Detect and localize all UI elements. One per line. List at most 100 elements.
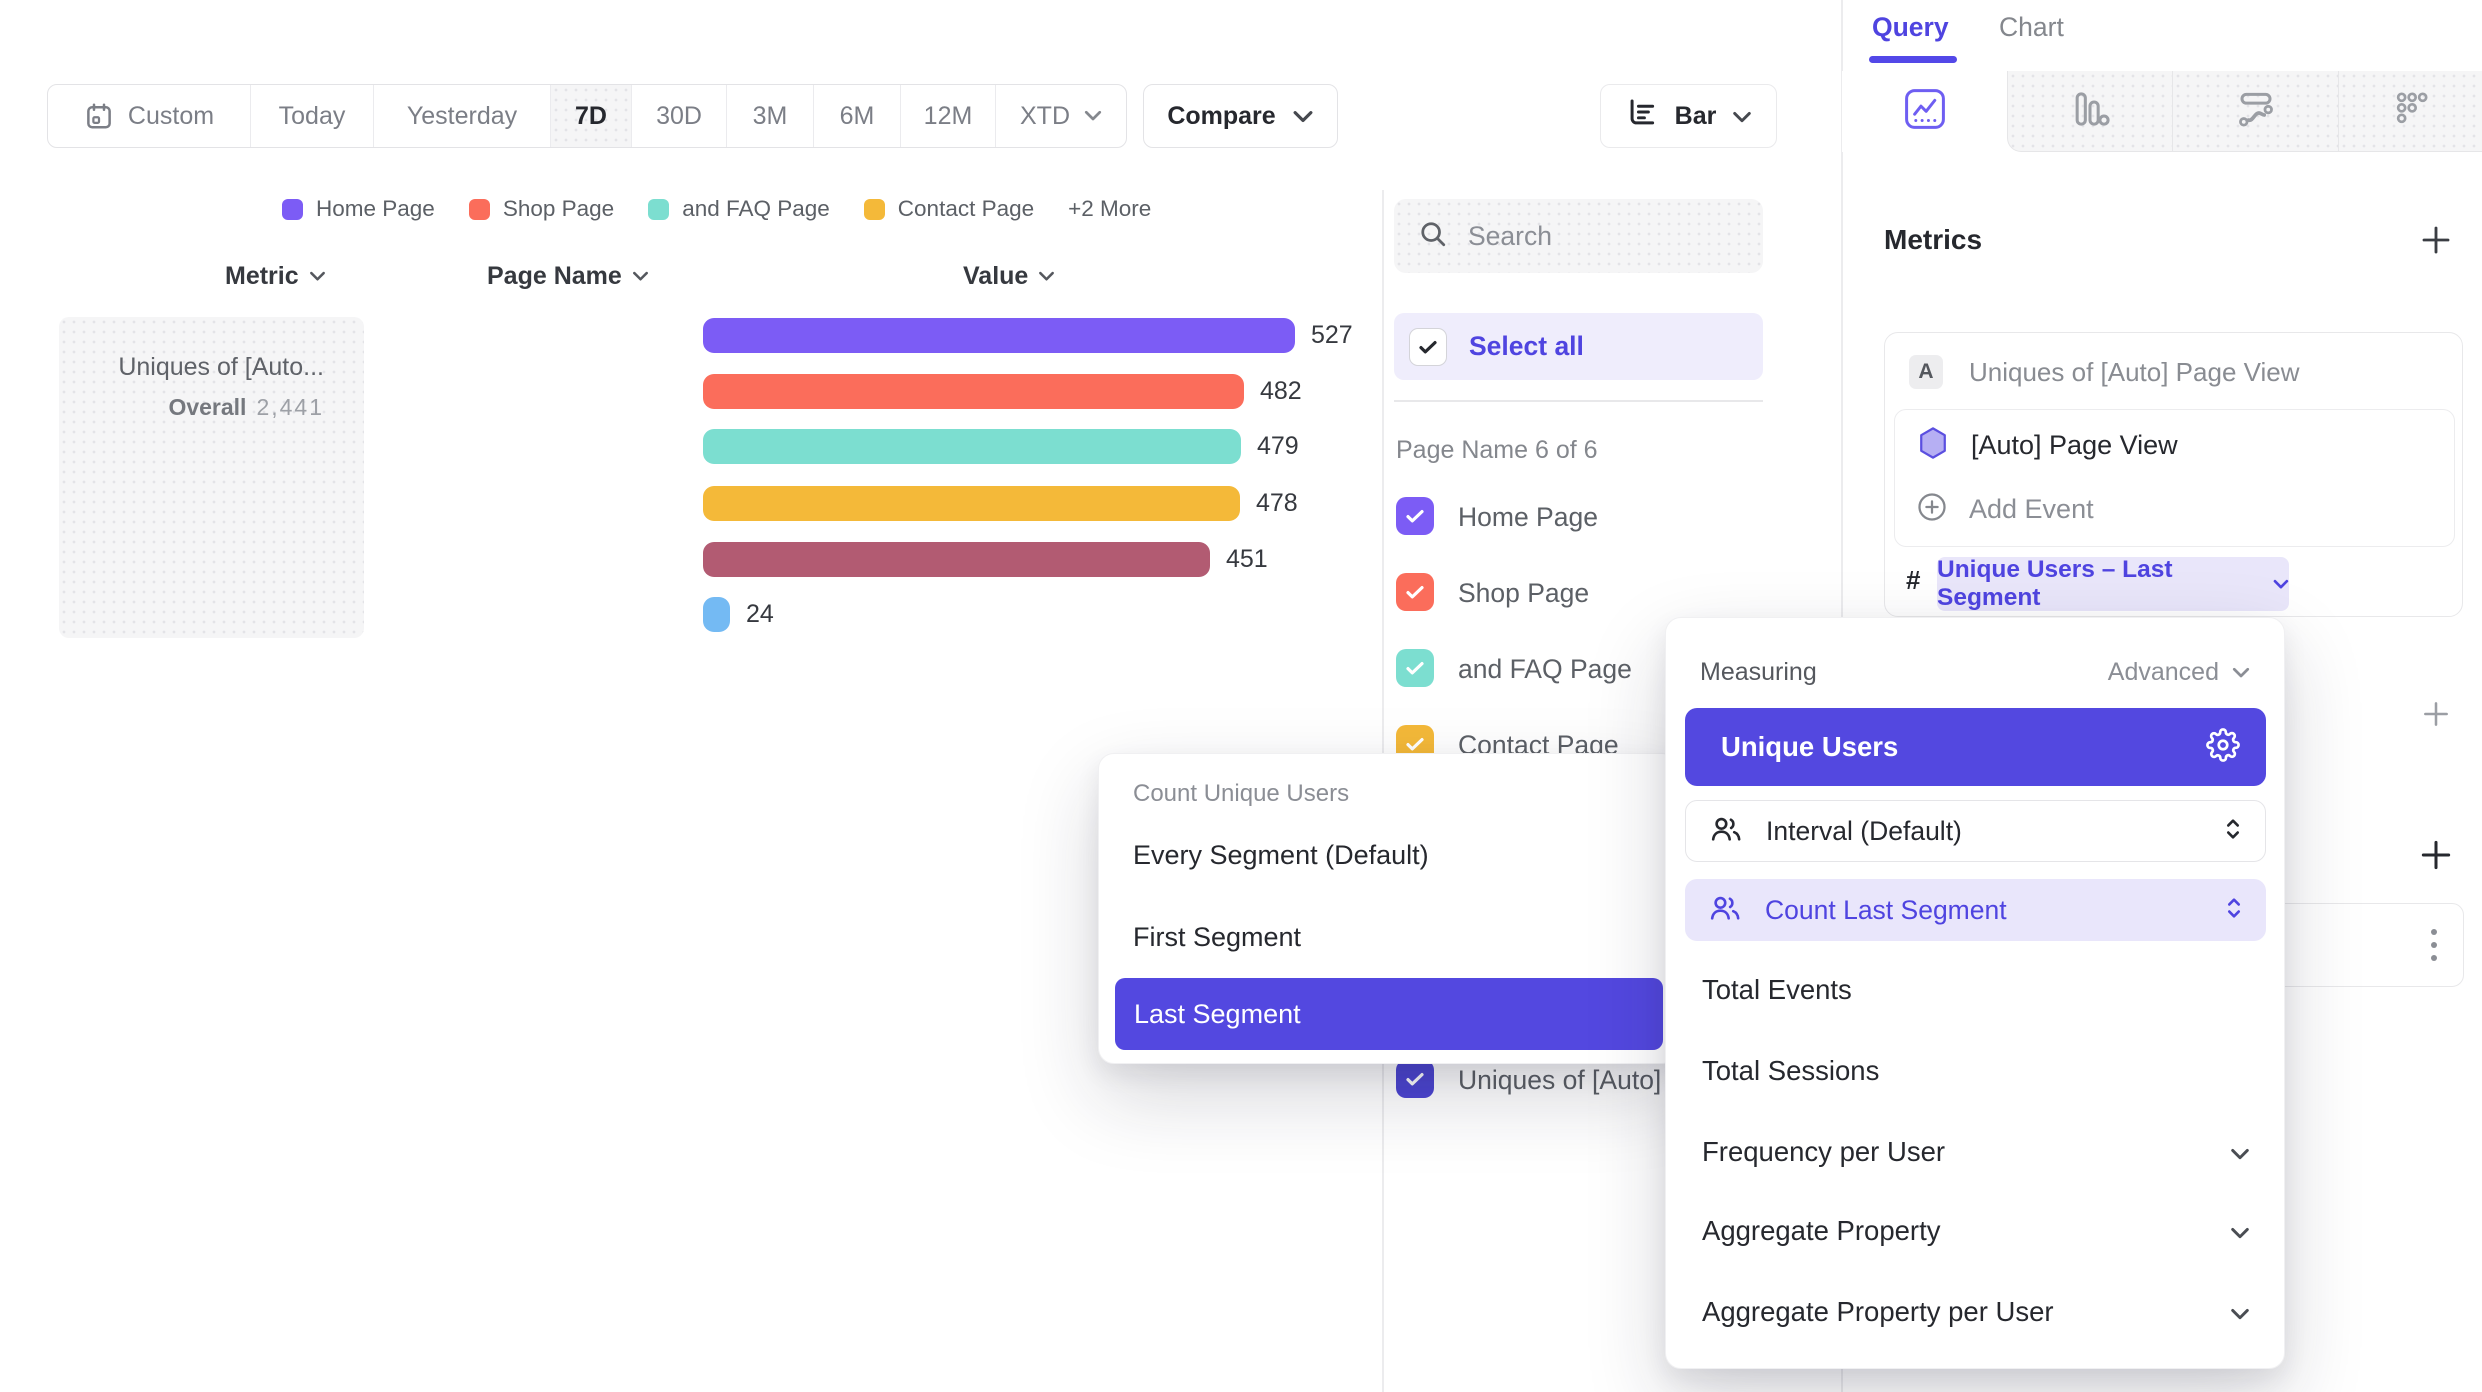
compare-label: Compare <box>1167 101 1276 130</box>
checkbox[interactable] <box>1396 573 1434 611</box>
compare-button[interactable]: Compare <box>1143 84 1338 148</box>
kebab-menu-icon[interactable] <box>2431 929 2437 961</box>
legend-more[interactable]: +2 More <box>1068 196 1152 221</box>
checkbox[interactable] <box>1396 649 1434 687</box>
count-last-segment-selector[interactable]: Count Last Segment <box>1685 879 2266 941</box>
legend-label: Home Page <box>316 196 435 221</box>
query-tab-insights[interactable] <box>1842 71 2007 152</box>
measure-pill-label: Unique Users – Last Segment <box>1937 556 2173 611</box>
tab-query[interactable]: Query <box>1872 12 1949 42</box>
event-row[interactable]: [Auto] Page View <box>1917 426 2178 465</box>
column-header-page-name[interactable]: Page Name <box>487 262 649 291</box>
column-header-label: Value <box>963 262 1029 290</box>
chevron-down-icon <box>1292 102 1314 131</box>
date-range-30d[interactable]: 30D <box>632 85 727 147</box>
row-value: 478 <box>1256 488 1298 517</box>
filter-item-shop-page[interactable]: Shop Page <box>1396 573 1589 612</box>
date-range-custom[interactable]: Custom <box>48 85 251 147</box>
measuring-item-aggregate-property[interactable]: Aggregate Property <box>1702 1209 2250 1253</box>
chevron-down-icon <box>309 271 325 281</box>
add-breakdown-button[interactable] <box>2417 836 2455 879</box>
date-range-6m[interactable]: 6M <box>814 85 901 147</box>
select-all-row[interactable]: Select all <box>1394 313 1763 380</box>
bar-3[interactable] <box>703 485 1240 521</box>
query-tab-retention[interactable] <box>2338 71 2482 152</box>
date-range-today[interactable]: Today <box>251 85 374 147</box>
add-event-row[interactable]: Add Event <box>1917 492 2094 527</box>
checkbox[interactable] <box>1396 1060 1434 1098</box>
bar-4[interactable] <box>703 541 1210 577</box>
stepper-icon <box>2224 895 2244 926</box>
date-range-control: Custom Today Yesterday 7D 30D 3M 6M 12M XTD <box>47 84 1127 148</box>
query-tab-funnels[interactable] <box>2007 71 2172 152</box>
dots-grid-icon <box>2390 88 2432 135</box>
metric-card-label: Uniques of [Auto] Page View <box>1969 356 2300 387</box>
bar-5[interactable] <box>703 596 730 632</box>
checkbox[interactable] <box>1396 497 1434 535</box>
event-card: [Auto] Page View Add Event <box>1894 409 2455 547</box>
measuring-item-frequency-per-user[interactable]: Frequency per User <box>1702 1130 2250 1174</box>
column-header-value[interactable]: Value <box>963 262 1055 291</box>
count-menu-item-first-segment[interactable]: First Segment <box>1133 922 1302 952</box>
bar-2[interactable] <box>703 428 1241 464</box>
select-all-checkbox[interactable] <box>1409 327 1447 366</box>
legend-swatch <box>863 198 885 220</box>
query-tab-flows[interactable] <box>2172 71 2338 152</box>
hexagon-event-icon <box>1917 426 1949 465</box>
legend-swatch <box>648 198 670 220</box>
active-tab-underline <box>1869 56 1957 63</box>
count-menu-item-every-segment-default-[interactable]: Every Segment (Default) <box>1133 840 1429 870</box>
date-range-12m[interactable]: 12M <box>901 85 996 147</box>
filter-item-home-page[interactable]: Home Page <box>1396 497 1598 536</box>
chart-type-button[interactable]: Bar <box>1600 84 1777 148</box>
legend-item[interactable]: Shop Page <box>468 196 614 222</box>
flows-icon <box>2235 88 2277 135</box>
legend-swatch <box>468 198 490 220</box>
add-filter-button[interactable] <box>2420 698 2452 735</box>
measure-pill[interactable]: Unique Users – Last Segment <box>1937 556 2289 611</box>
add-metric-button[interactable] <box>2418 222 2454 263</box>
tab-chart[interactable]: Chart <box>1999 12 2064 42</box>
search-input[interactable] <box>1468 220 1718 252</box>
advanced-label: Advanced <box>2107 658 2219 686</box>
bar-1[interactable] <box>703 373 1244 409</box>
measuring-item-total-events[interactable]: Total Events <box>1702 968 2250 1012</box>
date-range-7d[interactable]: 7D <box>551 85 632 147</box>
filter-item-label: Shop Page <box>1458 578 1590 608</box>
measuring-item-label: Aggregate Property per User <box>1702 1296 2054 1327</box>
add-event-label: Add Event <box>1969 494 2094 524</box>
column-header-label: Metric <box>225 262 299 290</box>
metric-card[interactable]: A Uniques of [Auto] Page View [Auto] Pag… <box>1884 332 2463 617</box>
bar-0[interactable] <box>703 317 1295 353</box>
measuring-selected-item[interactable]: Unique Users <box>1685 708 2266 786</box>
vertical-bars-icon <box>2069 88 2111 135</box>
filter-item-label: and FAQ Page <box>1458 654 1632 684</box>
measuring-menu: Measuring Advanced Unique Users Interval… <box>1665 617 2285 1369</box>
date-range-label: XTD <box>1020 101 1070 130</box>
interval-selector[interactable]: Interval (Default) <box>1685 800 2266 862</box>
column-header-label: Page Name <box>487 262 622 290</box>
date-range-label: Yesterday <box>406 101 518 130</box>
legend-item[interactable]: and FAQ Page <box>648 196 830 222</box>
filter-item-and-faq-page[interactable]: and FAQ Page <box>1396 649 1632 688</box>
date-range-label: 3M <box>752 101 788 130</box>
measuring-item-aggregate-property-per-user[interactable]: Aggregate Property per User <box>1702 1290 2250 1334</box>
legend-item[interactable]: Home Page <box>282 196 435 222</box>
filter-group-label: Page Name 6 of 6 <box>1396 436 1598 464</box>
date-range-label: Custom <box>127 101 215 130</box>
date-range-xtd[interactable]: XTD <box>996 85 1126 147</box>
advanced-toggle[interactable]: Advanced <box>2108 658 2250 687</box>
legend-item[interactable]: Contact Page <box>863 196 1034 222</box>
date-range-3m[interactable]: 3M <box>727 85 814 147</box>
metric-cell[interactable]: Uniques of [Auto... Overall 2,441 <box>59 317 364 638</box>
measuring-item-total-sessions[interactable]: Total Sessions <box>1702 1049 2250 1093</box>
legend-swatch <box>282 198 303 220</box>
count-menu-item-last-segment[interactable]: Last Segment <box>1115 978 1663 1050</box>
gear-icon[interactable] <box>2206 727 2240 767</box>
date-range-yesterday[interactable]: Yesterday <box>374 85 551 147</box>
measuring-title: Measuring <box>1700 658 1817 686</box>
count-last-segment-label: Count Last Segment <box>1765 894 2007 925</box>
stepper-icon <box>2223 816 2243 847</box>
column-header-metric[interactable]: Metric <box>225 262 326 291</box>
